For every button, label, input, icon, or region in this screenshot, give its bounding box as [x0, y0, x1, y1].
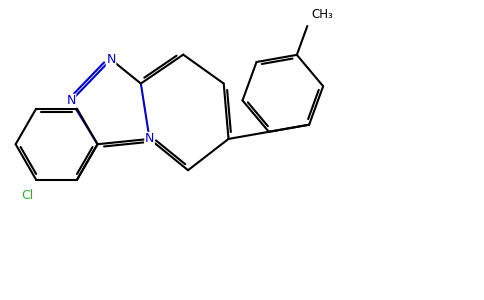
Text: N: N — [66, 94, 76, 107]
Text: CH₃: CH₃ — [312, 8, 333, 21]
Text: Cl: Cl — [21, 189, 33, 202]
Text: N: N — [145, 132, 154, 146]
Text: N: N — [106, 53, 116, 66]
